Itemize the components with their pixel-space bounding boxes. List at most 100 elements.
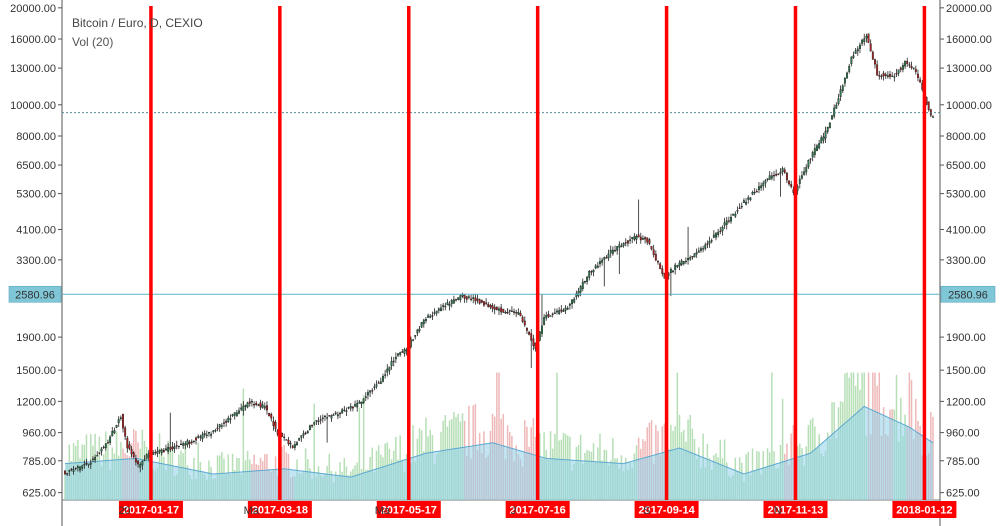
chart-title: Bitcoin / Euro, D, CEXIO [72,16,203,30]
candle-body [371,390,374,392]
candle-body [375,384,378,387]
candle-body [790,183,793,187]
candle-body [721,226,724,232]
candle-body [607,253,610,259]
volume-bar [313,403,315,500]
right-y-tick-label: 3300.00 [946,255,986,267]
candle-body [553,312,556,314]
candle-body [775,173,778,176]
candle-body [360,401,363,405]
candle-body [846,72,849,79]
candle-body [564,307,567,311]
candle-body [169,447,172,450]
candle-body [586,276,589,282]
candle-body [362,398,365,404]
candle-body [102,446,105,449]
candle-body [583,281,586,283]
candle-body [227,417,230,422]
candle-body [446,302,449,306]
candle-body [895,73,898,75]
candle-body [431,315,434,317]
volume-indicator-label: Vol (20) [72,35,113,49]
candle-body [770,175,773,179]
candle-body [805,167,808,173]
candle-body [358,401,361,404]
candle-body [594,265,597,269]
candle-body [691,256,694,258]
candle-body [296,442,298,446]
candle-body [749,197,752,200]
candle-body [134,458,137,463]
candle-body [781,168,784,172]
candle-body [414,335,417,337]
candle-body [498,308,500,311]
volume-bar [781,398,784,500]
candle-body [261,404,264,408]
candle-body [659,263,662,269]
candle-body [843,78,846,84]
candle-body [197,436,200,438]
current-price-tag-right-text: 2580.96 [948,289,988,301]
candle-body [878,75,881,77]
candle-body [874,59,876,65]
volume-ma-area [65,406,933,500]
candle-body [192,440,195,443]
date-marker-label-bg [763,501,828,518]
candle-body [521,317,524,322]
x-tick-label: Ma [375,505,391,517]
candle-body [345,410,348,412]
right-y-tick-label: 625.00 [946,488,980,500]
candle-body [285,439,288,441]
candle-body [637,234,640,238]
candle-body [107,442,109,444]
x-axis-labels: 20 Ma Ma J S N [118,505,781,517]
right-y-tick-label: 13000.00 [946,63,992,75]
candle-body [605,257,608,259]
candle-body [379,381,382,385]
candle-body [216,427,219,430]
date-marker-label: 2017-09-14 [638,505,695,517]
candle-body [244,405,247,407]
candle-body [642,238,644,240]
volume-bar [242,388,245,500]
candle-body [220,425,223,427]
candle-body [384,374,387,376]
candle-body [207,431,210,434]
candle-body [98,452,101,454]
candle-body [893,76,896,78]
candle-body [856,48,859,52]
candle-body [470,298,473,300]
volume-bar [358,407,361,500]
candle-body [736,210,739,212]
candle-body [764,180,767,184]
candle-body [528,332,531,335]
candle-body [510,310,513,312]
candle-body [87,463,90,466]
candle-body [242,405,245,411]
candle-body [596,265,599,268]
candle-body [235,412,238,417]
candle-body [788,180,790,185]
candle-body [779,171,782,174]
right-y-tick-label: 1900.00 [946,332,986,344]
candle-body [377,382,380,384]
candle-body [274,422,277,429]
candle-body [89,462,92,465]
candle-body [255,403,258,405]
candle-body [177,445,180,448]
candle-body [515,312,518,314]
candle-body [91,458,94,460]
candle-layer [64,33,934,476]
candle-body [869,43,872,52]
candle-body [124,427,127,437]
left-y-tick-label: 625.00 [22,488,56,500]
candle-body [706,243,709,245]
candle-body [253,404,256,406]
candle-body [753,191,756,194]
candle-body [444,305,447,308]
candle-body [291,445,294,448]
volume-bar [771,372,773,500]
candle-body [614,249,616,252]
candle-body [143,459,146,461]
